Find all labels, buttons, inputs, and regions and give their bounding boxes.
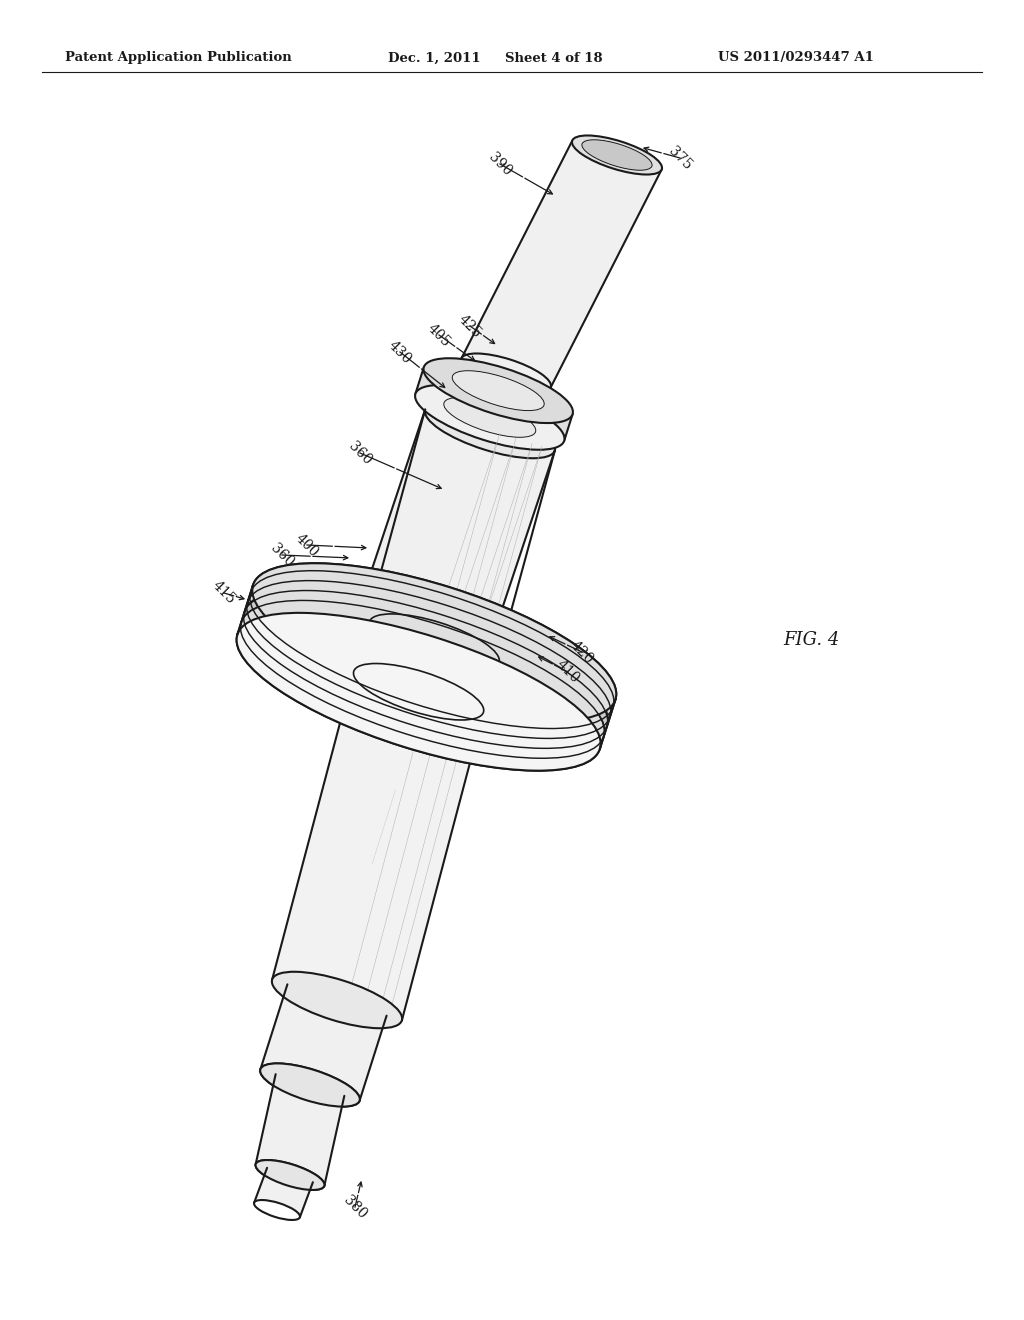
Ellipse shape: [252, 564, 616, 721]
Ellipse shape: [572, 136, 663, 174]
Text: 400: 400: [293, 531, 322, 560]
Ellipse shape: [461, 354, 551, 392]
Text: 425: 425: [456, 312, 484, 341]
Polygon shape: [352, 616, 501, 717]
Text: US 2011/0293447 A1: US 2011/0293447 A1: [718, 51, 873, 65]
Text: Sheet 4 of 18: Sheet 4 of 18: [505, 51, 603, 65]
Ellipse shape: [369, 614, 500, 671]
Text: 430: 430: [386, 338, 415, 366]
Ellipse shape: [260, 1064, 359, 1106]
Text: 415: 415: [210, 578, 239, 607]
Polygon shape: [355, 409, 555, 660]
Ellipse shape: [260, 1064, 359, 1106]
Text: 375: 375: [666, 144, 694, 173]
Text: 410: 410: [554, 657, 583, 686]
Polygon shape: [272, 673, 483, 1020]
Ellipse shape: [424, 358, 573, 422]
Ellipse shape: [252, 566, 615, 723]
Ellipse shape: [453, 371, 544, 411]
Ellipse shape: [415, 385, 564, 450]
Text: 360: 360: [267, 541, 296, 569]
Ellipse shape: [271, 972, 402, 1028]
Polygon shape: [461, 141, 662, 387]
Ellipse shape: [443, 397, 536, 437]
Text: 405: 405: [425, 321, 454, 350]
Text: 360: 360: [346, 438, 374, 467]
Polygon shape: [238, 585, 615, 748]
Ellipse shape: [425, 401, 555, 458]
Polygon shape: [256, 1074, 344, 1185]
Text: 420: 420: [567, 638, 596, 667]
Text: 380: 380: [341, 1193, 370, 1221]
Ellipse shape: [237, 612, 601, 771]
Ellipse shape: [241, 601, 604, 758]
Polygon shape: [254, 1168, 313, 1217]
Polygon shape: [416, 367, 572, 441]
Ellipse shape: [353, 664, 483, 719]
Text: Patent Application Publication: Patent Application Publication: [65, 51, 292, 65]
Ellipse shape: [252, 564, 616, 721]
Ellipse shape: [254, 1200, 300, 1220]
Text: FIG. 4: FIG. 4: [783, 631, 840, 649]
Ellipse shape: [244, 589, 608, 747]
Ellipse shape: [287, 978, 387, 1022]
Ellipse shape: [256, 1160, 325, 1189]
Ellipse shape: [237, 612, 601, 771]
Polygon shape: [260, 985, 387, 1101]
Ellipse shape: [248, 577, 612, 735]
Ellipse shape: [256, 1160, 325, 1189]
Text: Dec. 1, 2011: Dec. 1, 2011: [388, 51, 480, 65]
Ellipse shape: [582, 140, 652, 170]
Text: 390: 390: [485, 149, 514, 178]
